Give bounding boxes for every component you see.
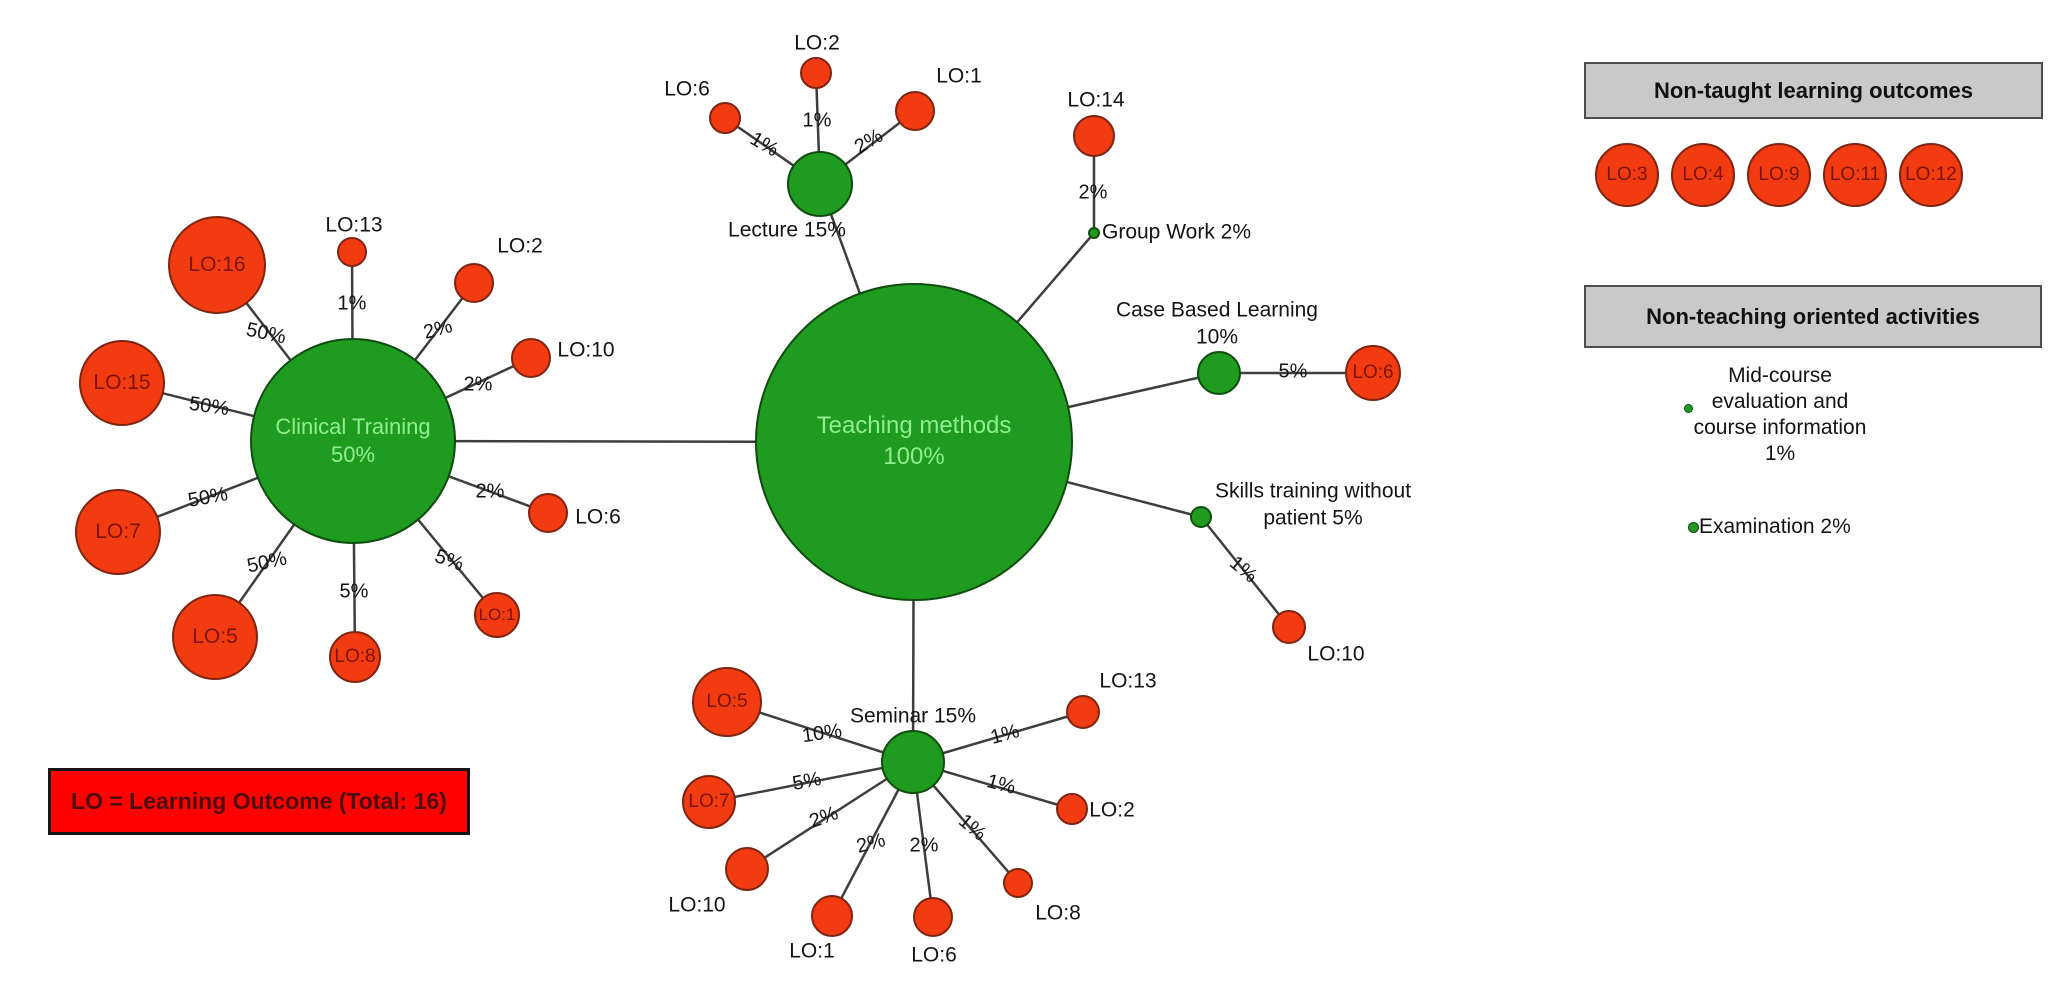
- node-c15: LO:15: [79, 340, 165, 426]
- node-c13: [337, 237, 367, 267]
- edge-label-lecture-l2: 1%: [802, 109, 832, 132]
- node-label-cbl: Case Based Learning 10%: [1116, 298, 1318, 348]
- examination-dot-icon: [1688, 522, 1699, 533]
- node-label-l1: LO:1: [936, 64, 982, 88]
- node-label-skills: Skills training without patient 5%: [1214, 479, 1412, 529]
- node-label-lecture: Lecture 15%: [728, 218, 846, 242]
- lo-note-text: LO = Learning Outcome (Total: 16): [71, 788, 447, 814]
- node-c7: LO:7: [75, 489, 161, 575]
- node-groupwork: [1088, 227, 1100, 239]
- node-label-m8: LO:8: [1035, 901, 1081, 925]
- node-label-lo14: LO:14: [1067, 88, 1125, 112]
- node-cbl: [1197, 351, 1241, 395]
- edge-label-clinical-c6: 2%: [475, 480, 505, 503]
- edge-label-clinical-c10: 2%: [463, 373, 493, 396]
- node-m5: LO:5: [692, 667, 762, 737]
- edge-seminar-m10: [746, 760, 914, 871]
- legend-outcome-lo-9: LO:9: [1747, 143, 1811, 207]
- node-label-m6: LO:6: [911, 943, 957, 967]
- node-lecture: [787, 151, 853, 217]
- node-c5: LO:5: [172, 594, 258, 680]
- node-c2: [454, 263, 494, 303]
- node-m8: [1003, 868, 1033, 898]
- node-label-m13: LO:13: [1099, 669, 1157, 693]
- node-b6: LO:6: [1345, 345, 1401, 401]
- node-c1: LO:1: [474, 592, 520, 638]
- node-label-l2: LO:2: [794, 31, 840, 55]
- legend-outcome-lo-4: LO:4: [1671, 143, 1735, 207]
- non-taught-legend-header: Non-taught learning outcomes: [1584, 62, 2043, 119]
- node-m6: [913, 897, 953, 937]
- node-lo14: [1073, 115, 1115, 157]
- lo-note-box: LO = Learning Outcome (Total: 16): [48, 768, 470, 835]
- node-label-c13: LO:13: [325, 213, 383, 237]
- node-label-s10: LO:10: [1307, 642, 1365, 666]
- node-m7: LO:7: [682, 775, 736, 829]
- node-seminar: [881, 730, 945, 794]
- node-clinical: Clinical Training 50%: [250, 338, 456, 544]
- legend-outcome-lo-3: LO:3: [1595, 143, 1659, 207]
- node-label-groupwork: Group Work 2%: [1102, 220, 1251, 244]
- node-l6: [709, 102, 741, 134]
- node-c16: LO:16: [168, 216, 266, 314]
- node-label-m2: LO:2: [1089, 798, 1135, 822]
- non-taught-legend-items: LO:3 LO:4 LO:9 LO:11 LO:12: [1595, 143, 1963, 207]
- non-taught-legend-title: Non-taught learning outcomes: [1654, 77, 1973, 103]
- node-l2: [800, 57, 832, 89]
- node-c6: [528, 493, 568, 533]
- examination-label: Examination 2%: [1699, 515, 1851, 538]
- node-label-c6: LO:6: [575, 505, 621, 529]
- edge-skills-s10: [1200, 516, 1290, 628]
- node-label-seminar: Seminar 15%: [849, 704, 977, 728]
- midcourse-dot-icon: [1684, 404, 1693, 413]
- legend-outcome-lo-12: LO:12: [1899, 143, 1963, 207]
- edge-seminar-m7: [708, 760, 914, 804]
- node-label-m10: LO:10: [668, 893, 726, 917]
- node-label-l6: LO:6: [664, 77, 710, 101]
- node-l1: [895, 91, 935, 131]
- non-teaching-legend-header: Non-teaching oriented activities: [1584, 285, 2042, 348]
- node-s10: [1272, 610, 1306, 644]
- node-label-c10: LO:10: [557, 338, 615, 362]
- edge-label-groupwork-lo14: 2%: [1078, 181, 1108, 204]
- legend-outcome-lo-11: LO:11: [1823, 143, 1887, 207]
- node-m1: [811, 895, 853, 937]
- edge-label-clinical-c13: 1%: [337, 292, 367, 315]
- node-label-m1: LO:1: [789, 939, 835, 963]
- edge-label-seminar-m6: 2%: [909, 834, 939, 857]
- node-label-c2: LO:2: [497, 234, 543, 258]
- non-teaching-legend-title: Non-teaching oriented activities: [1646, 303, 1980, 329]
- node-c10: [511, 338, 551, 378]
- midcourse-evaluation-label: Mid-course evaluation and course informa…: [1693, 364, 1867, 465]
- node-c8: LO:8: [329, 631, 381, 683]
- node-skills: [1190, 506, 1212, 528]
- edge-label-cbl-b6: 5%: [1278, 360, 1308, 383]
- node-teaching: Teaching methods 100%: [755, 283, 1073, 601]
- node-m13: [1066, 695, 1100, 729]
- node-m10: [725, 847, 769, 891]
- edge-label-clinical-c8: 5%: [339, 580, 369, 603]
- node-m2: [1056, 793, 1088, 825]
